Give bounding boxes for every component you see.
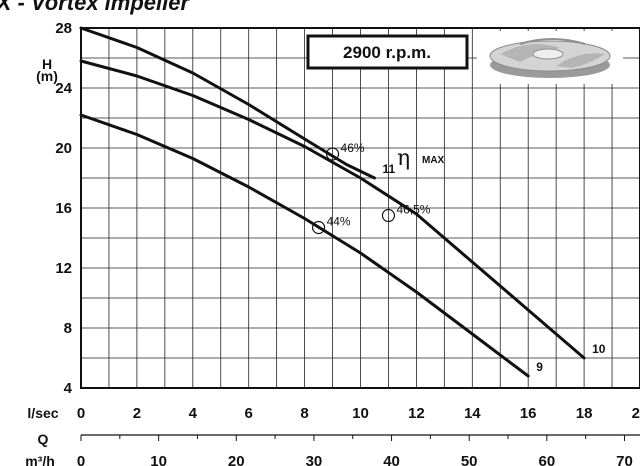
curves: 11 10 9 [79, 26, 606, 378]
y-axis-unit: (m) [36, 68, 58, 84]
efficiency-points: 46% 46,5% 44% [311, 141, 431, 235]
x-tick-label: 20 [632, 405, 640, 422]
x-tick-label: 16 [520, 405, 537, 422]
secondary-x-tick-label: 30 [306, 453, 323, 466]
curve-10 [79, 59, 586, 360]
secondary-x-tick-label: 10 [150, 453, 167, 466]
eta-max-legend: η MAX [397, 146, 445, 171]
secondary-x-tick-label: 20 [228, 453, 245, 466]
efficiency-label: 46,5% [396, 203, 430, 217]
efficiency-label: 46% [341, 141, 365, 155]
curve-label-10: 10 [592, 342, 606, 356]
impeller-image [477, 31, 623, 84]
y-tick-label: 16 [55, 200, 72, 217]
y-tick-label: 24 [55, 80, 72, 97]
secondary-x-tick-label: 60 [538, 453, 555, 466]
secondary-x-tick-label: 40 [383, 453, 400, 466]
y-tick-labels: 4 8 12 16 20 24 28 [55, 20, 72, 397]
curve-label-9: 9 [536, 360, 543, 374]
y-tick-label: 20 [55, 140, 72, 157]
y-tick-label: 8 [64, 320, 72, 337]
secondary-x-axis: 0 10 20 30 40 50 60 70 [77, 434, 640, 466]
eta-symbol: η [397, 146, 410, 171]
curve-11 [79, 26, 376, 180]
plot-frame [80, 27, 640, 389]
x-tick-label: 10 [352, 405, 369, 422]
eta-max-label: MAX [422, 155, 445, 166]
rpm-label: 2900 r.p.m. [343, 43, 431, 62]
x-tick-label: 2 [133, 405, 141, 422]
x-tick-labels: 0 2 4 6 8 10 12 14 16 18 20 [77, 405, 640, 422]
x-axis-unit-secondary: m³/h [25, 453, 55, 466]
secondary-x-tick-label: 0 [77, 453, 85, 466]
x-tick-label: 18 [576, 405, 593, 422]
secondary-x-tick-label: 50 [461, 453, 478, 466]
grid [81, 28, 640, 388]
y-tick-label: 4 [64, 380, 73, 397]
x-tick-label: 8 [300, 405, 308, 422]
x-tick-label: 0 [77, 405, 85, 422]
efficiency-marker [311, 220, 326, 235]
curve-label-11: 11 [382, 162, 395, 176]
x-tick-label: 6 [245, 405, 253, 422]
efficiency-marker [325, 147, 340, 161]
efficiency-marker [381, 208, 396, 223]
x-axis-label-primary: l/sec [27, 405, 58, 421]
x-tick-label: 14 [464, 405, 481, 422]
y-tick-label: 12 [55, 260, 72, 277]
y-axis-label: H [42, 56, 52, 72]
secondary-x-tick-label: 70 [616, 453, 633, 466]
y-tick-label: 28 [55, 20, 72, 37]
x-axis-label-secondary: Q [38, 431, 49, 447]
rpm-box: 2900 r.p.m. [306, 34, 469, 70]
x-tick-label: 4 [189, 405, 198, 422]
x-tick-label: 12 [408, 405, 425, 422]
curve-9 [79, 113, 530, 378]
efficiency-label: 44% [327, 215, 351, 229]
chart-title: EX - Vortex impeller [0, 0, 190, 15]
